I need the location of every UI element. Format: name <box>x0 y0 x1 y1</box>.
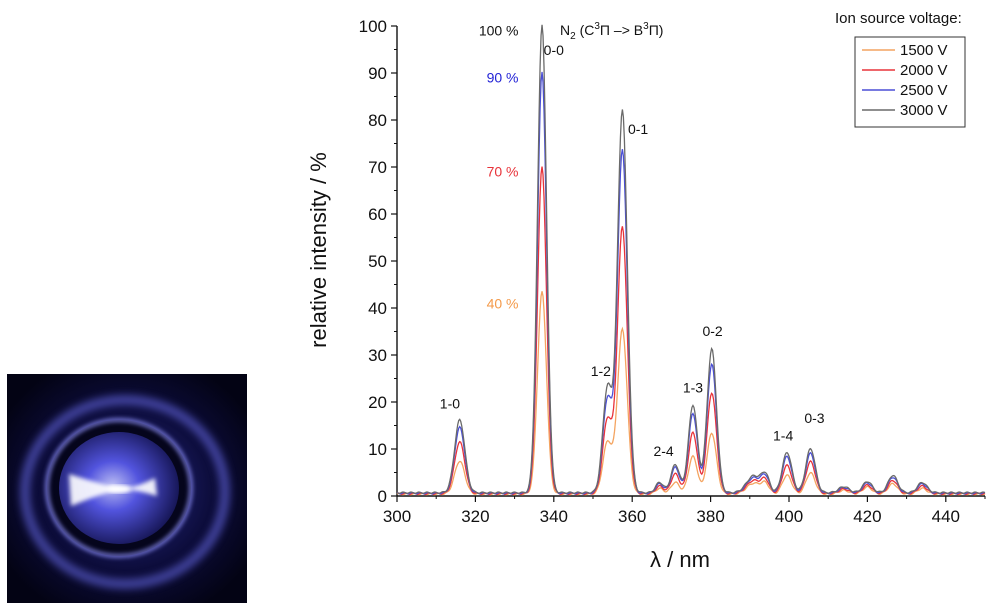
band-label: 2-4 <box>653 443 673 459</box>
chart-series <box>396 24 986 496</box>
chart-axes: 0 10 20 30 40 50 60 70 80 90 100 300 320 340 360 380 400… <box>359 17 986 526</box>
band-label: 0-1 <box>628 121 648 137</box>
x-tick-label: 380 <box>696 507 724 526</box>
y-tick-label: 50 <box>368 252 387 271</box>
y-tick-label: 10 <box>368 440 387 459</box>
legend-entry: 2500 V <box>900 82 948 99</box>
band-label: 1-2 <box>591 363 611 379</box>
y-tick-label: 60 <box>368 205 387 224</box>
intensity-level-label: 100 % <box>479 23 519 39</box>
series-line-2000v <box>396 166 986 495</box>
x-tick-label: 400 <box>775 507 803 526</box>
y-tick-label: 100 <box>359 17 387 36</box>
band-label: 1-0 <box>440 396 460 412</box>
y-tick-label: 80 <box>368 111 387 130</box>
intensity-level-label: 90 % <box>487 70 519 86</box>
transition-title: N2 (C3Π –> B3Π) <box>560 21 663 42</box>
legend-box <box>854 36 966 128</box>
intensity-level-label: 40 % <box>487 295 519 311</box>
y-tick-label: 0 <box>378 487 387 506</box>
x-tick-label: 320 <box>461 507 489 526</box>
legend-title: Ion source voltage: <box>835 10 962 27</box>
x-axis-title: λ / nm <box>650 547 710 572</box>
plasma-discharge-photo <box>7 374 247 603</box>
legend-entry: 2000 V <box>900 62 948 79</box>
intensity-level-label: 70 % <box>487 164 519 180</box>
band-label: 1-4 <box>773 428 793 444</box>
legend-entry: 1500 V <box>900 42 948 59</box>
x-tick-label: 420 <box>853 507 881 526</box>
x-tick-label: 440 <box>932 507 960 526</box>
y-tick-label: 40 <box>368 299 387 318</box>
x-tick-label: 360 <box>618 507 646 526</box>
chart-legend: Ion source voltage: 1500 V 2000 V 2500 V 30… <box>835 10 966 128</box>
y-tick-label: 70 <box>368 158 387 177</box>
band-label: 0-2 <box>702 323 722 339</box>
series-line-3000v <box>396 24 986 495</box>
y-tick-label: 20 <box>368 393 387 412</box>
x-tick-label: 340 <box>540 507 568 526</box>
chart-annotations: 100 % 90 % 70 % 40 % 1-0 0-0 1-2 0-1 2-4 1-3 0-2 1-… <box>440 23 825 459</box>
band-label: 0-0 <box>544 42 564 58</box>
band-label: 0-3 <box>804 410 824 426</box>
y-axis-title: relative intensity / % <box>306 152 331 348</box>
y-tick-label: 90 <box>368 64 387 83</box>
y-tick-label: 30 <box>368 346 387 365</box>
x-tick-label: 300 <box>383 507 411 526</box>
legend-entry: 3000 V <box>900 102 948 119</box>
band-label: 1-3 <box>683 380 703 396</box>
series-line-2500v <box>396 71 986 495</box>
